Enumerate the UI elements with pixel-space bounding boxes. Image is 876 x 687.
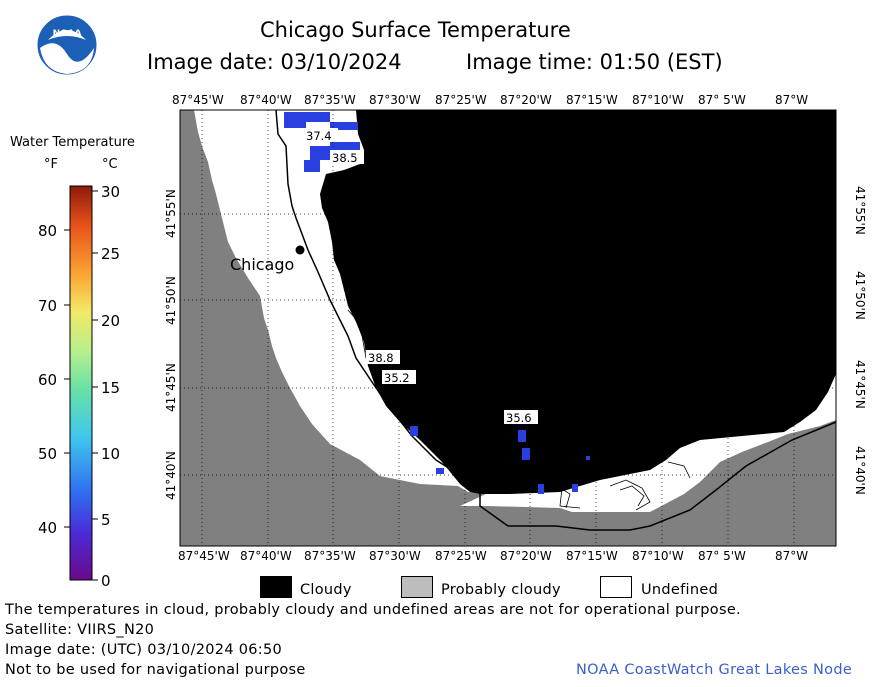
logo-text: NOAA [53,29,82,39]
c-tick: 20 [101,312,120,330]
undefined-label: Undefined [641,582,719,598]
c-tick: 10 [101,445,120,463]
legend-unit-f: °F [44,157,58,172]
lon-label: 87°15'W [566,549,618,563]
lon-label: 87°45'W [178,549,230,563]
lat-label: 41°40'N [853,446,867,495]
probably-cloudy-swatch [401,576,433,598]
lat-label: 41°45'N [853,360,867,409]
f-tick: 40 [38,519,57,537]
lon-label: 87°30'W [369,93,421,107]
lon-label: 87°15'W [566,93,618,107]
lon-label: 87°40'W [240,549,292,563]
image-time: Image time: 01:50 (EST) [466,50,723,74]
cloudy-label: Cloudy [300,582,352,598]
temp-label: 35.6 [506,411,532,425]
undefined-swatch [600,576,632,598]
legend-unit-c: °C [102,157,118,172]
f-tick: 60 [38,371,57,389]
lon-label: 87°10'W [632,93,684,107]
page-title: Chicago Surface Temperature [260,18,571,42]
c-tick: 0 [101,572,111,590]
lat-label: 41°40'N [164,451,178,500]
probably-cloudy-label: Probably cloudy [441,582,561,598]
disclaimer-text: The temperatures in cloud, probably clou… [5,602,741,618]
lon-label: 87°20'W [500,549,552,563]
lon-label: 87°35'W [304,93,356,107]
lon-label: 87°45'W [172,93,224,107]
lon-label: 87°20'W [500,93,552,107]
lon-label: 87°40'W [240,93,292,107]
credit-text: NOAA CoastWatch Great Lakes Node [576,662,853,678]
temperature-map: 87°45'W 87°40'W 87°35'W 87°30'W 87°25'W … [164,93,867,563]
nav-warning-text: Not to be used for navigational purpose [5,662,306,678]
lon-label: 87°W [775,93,808,107]
lon-label: 87°35'W [304,549,356,563]
lon-label: 87° 5'W [698,93,746,107]
city-marker-icon [295,245,305,255]
legend-title: Water Temperature [10,135,135,150]
lon-label: 87°10'W [632,549,684,563]
noaa-logo-icon: NOAA [36,14,98,76]
lat-label: 41°55'N [853,186,867,235]
utc-date-text: Image date: (UTC) 03/10/2024 06:50 [5,642,283,658]
lon-label: 87° 5'W [698,549,746,563]
lat-label: 41°55'N [164,189,178,238]
lon-label: 87°30'W [369,549,421,563]
map-grid [180,110,836,546]
c-tick: 5 [101,511,111,529]
city-label: Chicago [230,255,294,274]
lon-label: 87°25'W [435,549,487,563]
c-tick: 25 [101,245,120,263]
lon-label: 87°W [775,549,808,563]
lat-label: 41°50'N [853,271,867,320]
lat-label: 41°45'N [164,363,178,412]
f-tick: 70 [38,297,57,315]
temp-label: 35.2 [384,371,410,385]
cloudy-swatch [260,576,292,598]
c-tick: 15 [101,379,120,397]
cloudy-area [320,110,836,494]
temp-label: 38.8 [368,351,394,365]
lat-label: 41°50'N [164,276,178,325]
color-bar [69,185,93,581]
shoreline [275,109,837,531]
f-tick: 80 [38,222,57,240]
satellite-text: Satellite: VIIRS_N20 [5,622,155,638]
temp-label: 38.5 [332,151,358,165]
c-tick: 30 [101,183,120,201]
color-scale: 80 70 60 50 40 30 25 20 15 10 5 0 [38,183,120,590]
f-tick: 50 [38,445,57,463]
temp-label: 37.4 [306,129,332,143]
image-date: Image date: 03/10/2024 [147,50,402,74]
lon-label: 87°25'W [435,93,487,107]
